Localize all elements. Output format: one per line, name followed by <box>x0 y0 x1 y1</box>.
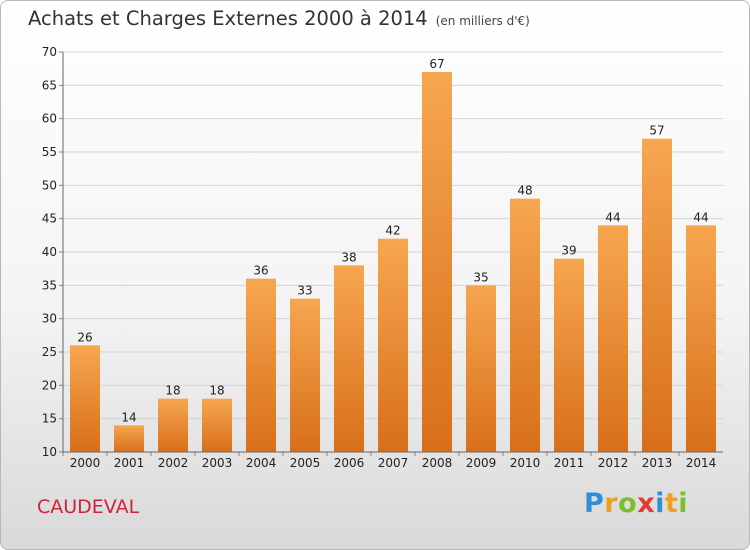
bar-2007 <box>378 238 408 452</box>
data-label-2000: 26 <box>77 330 92 344</box>
bar-2006 <box>334 265 364 452</box>
data-label-2009: 35 <box>473 270 488 284</box>
x-tick-label: 2010 <box>510 456 541 470</box>
data-label-2004: 36 <box>253 264 268 278</box>
bar-2009 <box>466 285 496 452</box>
bar-2011 <box>554 258 584 452</box>
chart-title-text: Achats et Charges Externes 2000 à 2014 <box>28 7 428 30</box>
y-tick-label: 55 <box>42 145 57 159</box>
x-tick-label: 2009 <box>466 456 497 470</box>
logo-letter: x <box>637 488 656 519</box>
chart-title: Achats et Charges Externes 2000 à 2014 (e… <box>28 7 530 30</box>
x-tick-label: 2014 <box>686 456 717 470</box>
logo-letter: r <box>604 488 619 519</box>
data-label-2007: 42 <box>385 224 400 238</box>
data-label-2008: 67 <box>429 57 444 71</box>
bar-2013 <box>642 138 672 452</box>
x-tick-label: 2013 <box>642 456 673 470</box>
bar-2001 <box>114 425 144 452</box>
axes: 10 15 20 25 30 35 40 45 50 55 60 65 70 2000 2001 2002 20… <box>42 45 723 470</box>
bar-2005 <box>290 298 320 452</box>
bar-2004 <box>246 278 276 452</box>
y-tick-label: 50 <box>42 178 57 192</box>
x-tick-label: 2011 <box>554 456 585 470</box>
data-label-2003: 18 <box>209 384 224 398</box>
bar-2012 <box>598 225 628 452</box>
bar-2000 <box>70 345 100 452</box>
data-label-2001: 14 <box>121 410 136 424</box>
bar-2008 <box>422 72 452 452</box>
data-label-2005: 33 <box>297 284 312 298</box>
y-tick-label: 10 <box>42 445 57 459</box>
logo-letter: i <box>678 488 689 519</box>
data-label-2014: 44 <box>693 210 708 224</box>
y-tick-label: 30 <box>42 312 57 326</box>
bar-2003 <box>202 398 232 452</box>
x-tick-label: 2004 <box>246 456 277 470</box>
x-tick-label: 2006 <box>334 456 365 470</box>
x-tick-label: 2012 <box>598 456 629 470</box>
x-tick-label: 2003 <box>202 456 233 470</box>
y-tick-label: 70 <box>42 45 57 59</box>
y-tick-label: 65 <box>42 78 57 92</box>
data-label-2010: 48 <box>517 184 532 198</box>
proxiti-logo: Proxiti <box>584 488 688 519</box>
logo-letter: i <box>655 488 665 519</box>
data-label-2002: 18 <box>165 384 180 398</box>
y-tick-label: 15 <box>42 412 57 426</box>
bar-2014 <box>686 225 716 452</box>
y-tick-label: 20 <box>42 378 57 392</box>
x-tick-label: 2001 <box>114 456 145 470</box>
y-tick-label: 35 <box>42 278 57 292</box>
logo-letter: P <box>584 488 605 519</box>
x-tick-label: 2007 <box>378 456 409 470</box>
x-tick-label: 2000 <box>70 456 101 470</box>
x-tick-label: 2008 <box>422 456 453 470</box>
bar-2002 <box>158 398 188 452</box>
bars: 26 14 18 18 36 33 38 42 67 35 48 39 44 57 44 <box>70 57 716 452</box>
chart-subtitle: (en milliers d'€) <box>435 14 530 28</box>
data-label-2006: 38 <box>341 250 356 264</box>
data-label-2011: 39 <box>561 244 576 258</box>
x-tick-label: 2002 <box>158 456 189 470</box>
bar-2010 <box>510 198 540 452</box>
logo-letter: o <box>618 488 638 519</box>
x-tick-label: 2005 <box>290 456 321 470</box>
y-tick-label: 45 <box>42 212 57 226</box>
y-tick-label: 40 <box>42 245 57 259</box>
data-label-2013: 57 <box>649 124 664 138</box>
y-tick-label: 60 <box>42 112 57 126</box>
logo-letter: t <box>664 488 679 519</box>
commune-name: CAUDEVAL <box>37 496 140 518</box>
data-label-2012: 44 <box>605 210 620 224</box>
y-tick-label: 25 <box>42 345 57 359</box>
